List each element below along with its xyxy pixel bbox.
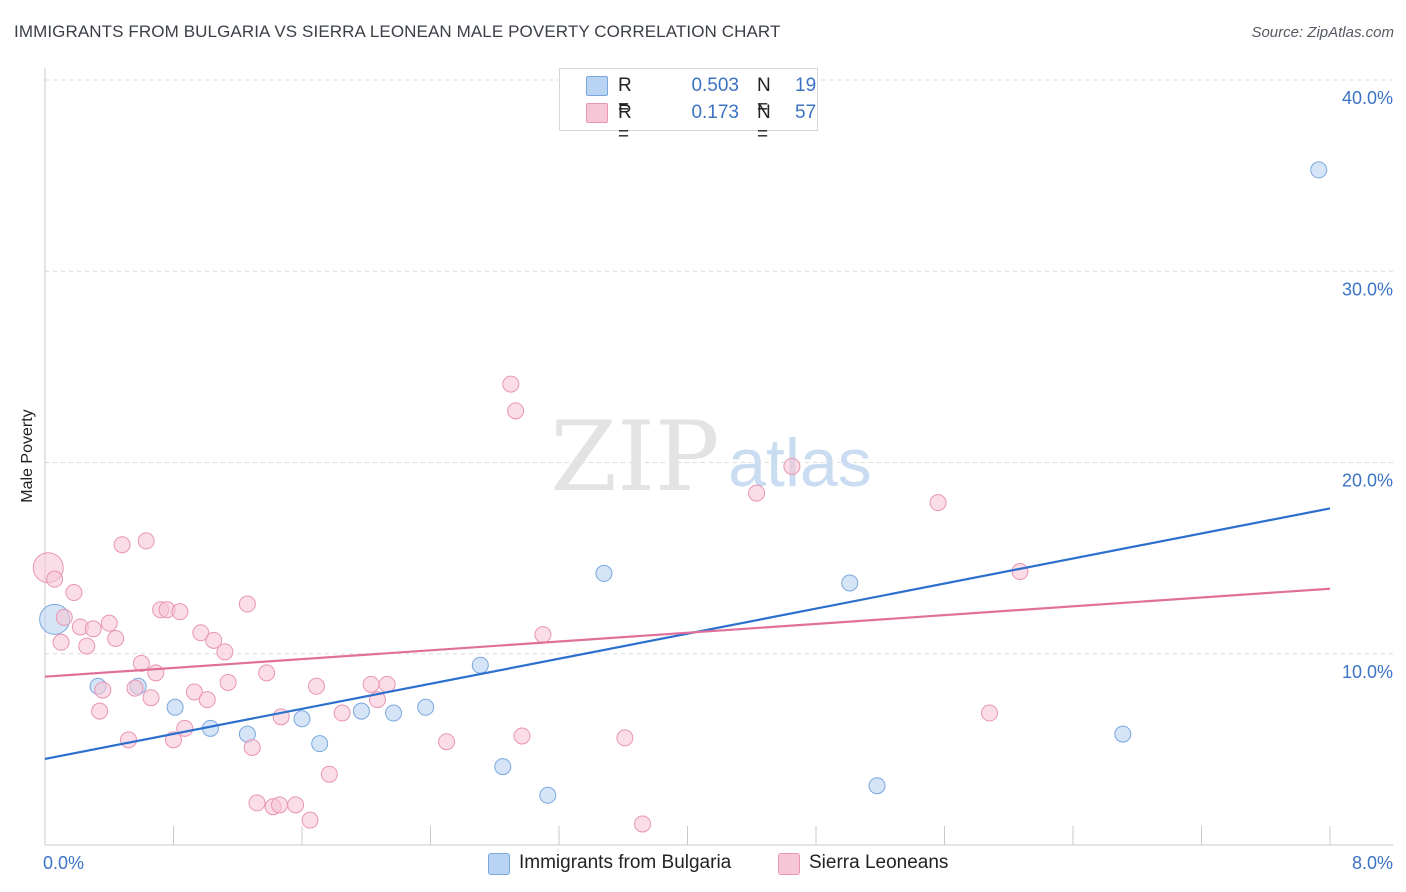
- data-point-sierra-leone: [100, 614, 118, 632]
- data-point-bulgaria: [1310, 161, 1328, 179]
- legend-r-value: 0.173: [691, 102, 739, 123]
- data-point-sierra-leone: [91, 702, 109, 720]
- data-point-sierra-leone: [507, 402, 525, 420]
- source-credit: Source: ZipAtlas.com: [1251, 24, 1394, 41]
- data-point-sierra-leone: [137, 532, 155, 550]
- chart-title: IMMIGRANTS FROM BULGARIA VS SIERRA LEONE…: [14, 22, 781, 41]
- data-point-sierra-leone: [84, 620, 102, 638]
- y-tick-label: 40.0%: [1342, 88, 1393, 108]
- data-point-sierra-leone: [271, 796, 289, 814]
- y-tick-label: 10.0%: [1342, 662, 1393, 682]
- data-point-sierra-leone: [438, 733, 456, 751]
- data-point-sierra-leone: [171, 603, 189, 621]
- data-point-sierra-leone: [980, 704, 998, 722]
- data-point-sierra-leone: [307, 677, 325, 695]
- data-point-bulgaria: [539, 786, 557, 804]
- data-point-bulgaria: [352, 702, 370, 720]
- data-point-sierra-leone: [287, 796, 305, 814]
- series-swatch-blue: [488, 853, 510, 875]
- data-point-sierra-leone: [113, 536, 131, 554]
- data-points: [32, 161, 1328, 833]
- data-point-sierra-leone: [301, 811, 319, 829]
- data-point-sierra-leone: [78, 637, 96, 655]
- legend-r-label: R =: [618, 102, 632, 145]
- data-point-sierra-leone: [320, 765, 338, 783]
- data-point-bulgaria: [417, 698, 435, 716]
- data-point-sierra-leone: [748, 484, 766, 502]
- data-point-sierra-leone: [65, 584, 83, 602]
- legend-r-label: R =: [618, 75, 632, 118]
- data-point-sierra-leone: [216, 643, 234, 661]
- data-point-sierra-leone: [142, 689, 160, 707]
- data-point-sierra-leone: [219, 673, 237, 691]
- series-swatch-pink: [778, 853, 800, 875]
- data-point-sierra-leone: [132, 654, 150, 672]
- data-point-sierra-leone: [248, 794, 266, 812]
- x-tick-label: 8.0%: [1352, 853, 1393, 873]
- series-legend-label: Immigrants from Bulgaria: [519, 852, 732, 873]
- data-point-sierra-leone: [198, 691, 216, 709]
- data-point-sierra-leone: [1011, 563, 1029, 581]
- data-point-sierra-leone: [362, 675, 380, 693]
- data-point-sierra-leone: [634, 815, 652, 833]
- data-point-bulgaria: [494, 758, 512, 776]
- legend-swatch-pink: [586, 103, 608, 123]
- axes: [44, 68, 1393, 846]
- legend-n-label: N =: [757, 102, 771, 145]
- series-legend-label: Sierra Leoneans: [809, 852, 949, 873]
- tick-labels: 10.0% 20.0% 30.0% 40.0% 0.0% 8.0%: [43, 88, 1393, 873]
- data-point-sierra-leone: [176, 719, 194, 737]
- data-point-bulgaria: [385, 704, 403, 722]
- legend-swatch-blue: [586, 76, 608, 96]
- data-point-sierra-leone: [147, 664, 165, 682]
- data-point-bulgaria: [166, 698, 184, 716]
- trendline-sierra-leone: [44, 587, 1331, 678]
- data-point-bulgaria: [868, 777, 886, 795]
- x-tick-label: 0.0%: [43, 853, 84, 873]
- data-point-sierra-leone: [513, 727, 531, 745]
- data-point-sierra-leone: [333, 704, 351, 722]
- legend-n-value: 57: [795, 102, 817, 123]
- data-point-sierra-leone: [616, 729, 634, 747]
- data-point-bulgaria: [595, 564, 613, 582]
- data-point-bulgaria: [311, 735, 329, 753]
- data-point-sierra-leone: [107, 629, 125, 647]
- data-point-sierra-leone: [55, 608, 73, 626]
- correlation-legend: R = 0.503 N = 19 R = 0.173 N = 57: [559, 68, 818, 145]
- data-point-bulgaria: [293, 710, 311, 728]
- data-point-bulgaria: [841, 574, 859, 592]
- grid-lines: [45, 79, 1393, 655]
- data-point-sierra-leone: [258, 664, 276, 682]
- legend-n-value: 19: [795, 75, 817, 96]
- trendlines: [44, 507, 1331, 761]
- data-point-sierra-leone: [120, 731, 138, 749]
- data-point-sierra-leone: [205, 631, 223, 649]
- data-point-sierra-leone: [238, 595, 256, 613]
- data-point-sierra-leone: [46, 570, 64, 588]
- data-point-sierra-leone: [52, 633, 70, 651]
- data-point-sierra-leone: [243, 738, 261, 756]
- data-point-sierra-leone: [534, 626, 552, 644]
- data-point-bulgaria: [471, 656, 489, 674]
- y-tick-label: 30.0%: [1342, 279, 1393, 299]
- data-point-sierra-leone: [192, 624, 210, 642]
- data-point-sierra-leone: [126, 679, 144, 697]
- data-point-sierra-leone: [502, 375, 520, 393]
- legend-r-value: 0.503: [691, 75, 739, 96]
- watermark: ZIP atlas: [550, 401, 871, 513]
- y-tick-label: 20.0%: [1342, 471, 1393, 491]
- watermark-zip: ZIP: [550, 401, 719, 513]
- data-point-sierra-leone: [929, 494, 947, 512]
- data-point-sierra-leone: [165, 731, 182, 749]
- data-point-bulgaria: [1114, 725, 1132, 743]
- data-point-sierra-leone: [94, 681, 112, 699]
- legend-n-label: N =: [757, 75, 771, 118]
- data-point-sierra-leone: [378, 675, 396, 693]
- data-point-sierra-leone: [185, 683, 203, 701]
- data-point-sierra-leone: [783, 457, 801, 475]
